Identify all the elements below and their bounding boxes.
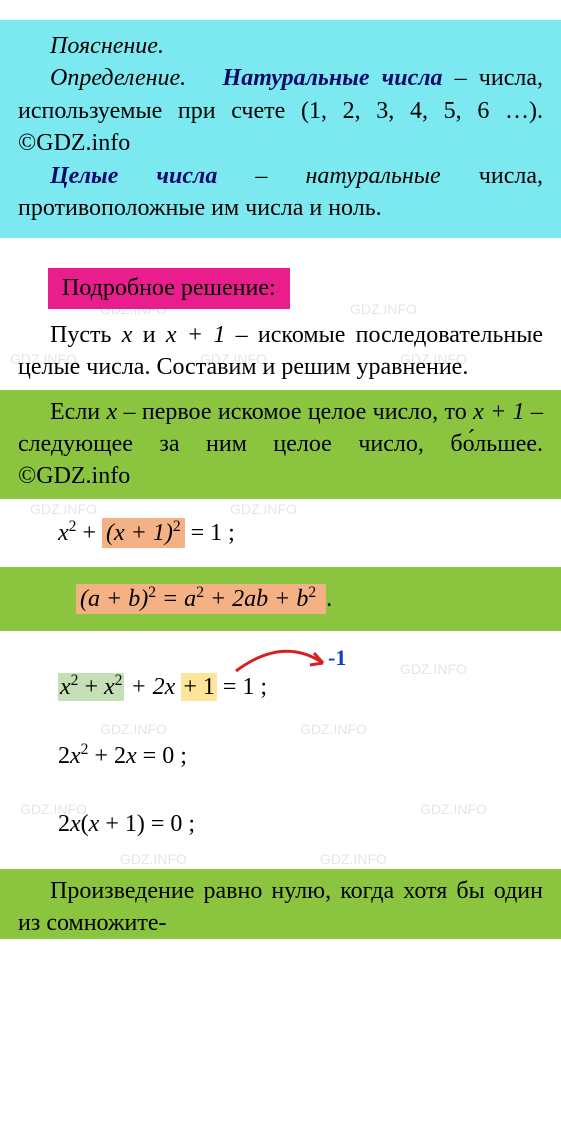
eq2-rest: + 2x xyxy=(124,674,181,700)
formula-hl: (a + b)2 = a2 + 2ab + b2 xyxy=(76,584,326,614)
f-sq1: 2 xyxy=(148,584,156,601)
green-note-1: Если x – первое искомое целое число, то … xyxy=(0,390,561,499)
eq4-b: ( xyxy=(81,811,89,837)
section-label: Подробное решение: xyxy=(48,268,290,308)
eq3-b: + 2 xyxy=(88,743,126,769)
bottom-line: Произведение равно нулю, когда хотя бы о… xyxy=(18,875,543,940)
green-formula: (a + b)2 = a2 + 2ab + b2 . xyxy=(0,567,561,631)
definition-label: Определение. xyxy=(50,65,186,91)
g1-a: Если xyxy=(50,399,107,425)
f-r2: + 2ab + b xyxy=(204,586,308,612)
eq2-h1: x2 + x2 xyxy=(58,673,124,701)
section-label-wrap: Подробное решение: xyxy=(0,238,561,308)
formula-lhs: (a + b) xyxy=(80,586,148,612)
intro-a: Пусть xyxy=(50,322,122,348)
eq3-a: 2 xyxy=(58,743,70,769)
eq3-x2: x xyxy=(126,743,137,769)
eq1-eq: = 1 ; xyxy=(185,520,235,546)
var-x: x xyxy=(122,322,133,348)
def2-dash: – xyxy=(217,163,305,189)
eq2-x2: x xyxy=(104,674,115,700)
green-note-bottom: Произведение равно нулю, когда хотя бы о… xyxy=(0,869,561,940)
eq2-x1: x xyxy=(60,674,71,700)
arrow-svg xyxy=(228,641,338,677)
eq1-sq2: 2 xyxy=(173,518,181,535)
g1-x: x xyxy=(107,399,118,425)
eq2-eq: = 1 ; xyxy=(217,674,267,700)
equation-2: -1 x2 + x2 + 2x + 1 = 1 ; xyxy=(0,631,561,721)
intro-paragraph: Пусть x и x + 1 – искомые последовательн… xyxy=(0,309,561,390)
f-sq2: 2 xyxy=(196,584,204,601)
eq1-plus: + xyxy=(76,520,102,546)
explanation-box: Пояснение. Определение. Натуральные числ… xyxy=(0,20,561,238)
eq1-hl-inner: (x + 1) xyxy=(106,520,173,546)
f-end: . xyxy=(326,586,332,612)
term-integers: Целые числа xyxy=(50,163,217,189)
eq4-x2: x xyxy=(89,811,100,837)
explain-heading: Пояснение. xyxy=(50,33,164,59)
g1-x1: x + 1 xyxy=(473,399,525,425)
g1-b: – первое искомое целое число, то xyxy=(124,399,474,425)
eq4-c: + 1) = 0 ; xyxy=(99,811,195,837)
eq3-x1: x xyxy=(70,743,81,769)
eq3-c: = 0 ; xyxy=(137,743,187,769)
f-r1: = a xyxy=(156,586,196,612)
eq2-h3: + 1 xyxy=(181,673,217,701)
equation-1: x 2 + (x + 1)2 = 1 ; xyxy=(0,499,561,567)
intro-b: и xyxy=(143,322,166,348)
term-natural-numbers: Натуральные числа xyxy=(223,65,443,91)
eq1-hl: (x + 1)2 xyxy=(102,518,185,548)
eq4-a: 2 xyxy=(58,811,70,837)
equation-3: 2x2 + 2x = 0 ; xyxy=(0,722,561,790)
eq2-plus1: + xyxy=(78,674,104,700)
equation-4: 2x(x + 1) = 0 ; xyxy=(0,790,561,858)
var-x1: x + 1 xyxy=(166,322,225,348)
f-sq3: 2 xyxy=(308,584,316,601)
minus-one-label: -1 xyxy=(328,643,346,673)
eq4-x1: x xyxy=(70,811,81,837)
eq2-s2: 2 xyxy=(115,672,123,689)
eq1-x: x xyxy=(58,520,69,546)
def2-italic: натуральные xyxy=(306,163,441,189)
